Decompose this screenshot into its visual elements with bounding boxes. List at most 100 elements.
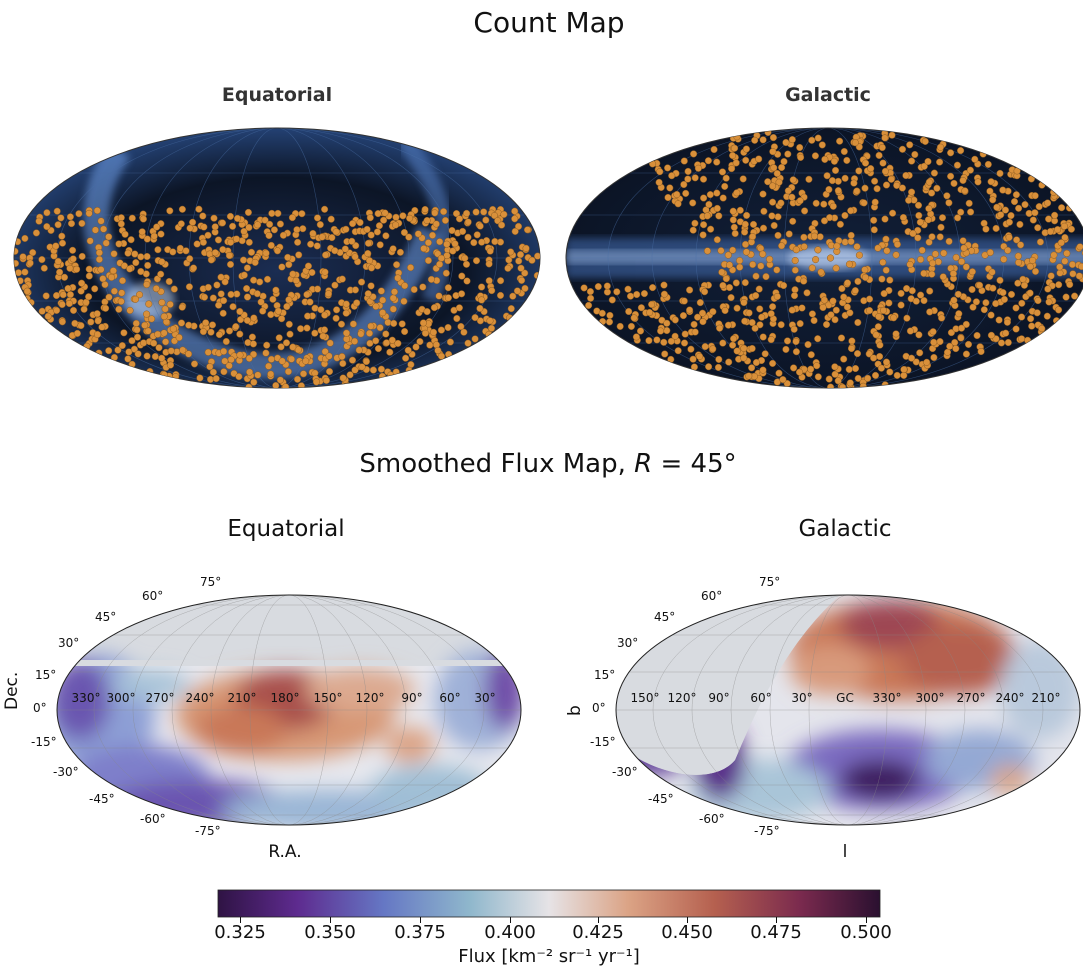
event-marker	[321, 311, 329, 319]
event-marker	[1068, 260, 1076, 269]
cbar-tick-mark	[687, 917, 688, 923]
event-marker	[91, 226, 99, 234]
event-marker	[416, 338, 424, 346]
event-marker	[971, 155, 979, 163]
event-marker	[599, 317, 607, 326]
gal-ytick: -75°	[754, 824, 780, 838]
event-marker	[85, 293, 93, 301]
event-marker	[605, 318, 614, 326]
event-marker	[110, 287, 118, 295]
event-marker	[243, 284, 251, 293]
event-marker	[995, 316, 1003, 324]
event-marker	[273, 247, 282, 255]
event-marker	[233, 214, 242, 222]
event-marker	[1010, 198, 1019, 206]
event-marker	[603, 288, 611, 296]
event-marker	[342, 300, 350, 308]
event-marker	[402, 354, 410, 362]
event-marker	[444, 284, 452, 292]
event-marker	[722, 174, 730, 182]
event-marker	[250, 276, 258, 284]
event-marker	[854, 318, 862, 327]
cbar-tick-mark	[330, 917, 331, 923]
event-marker	[1027, 315, 1035, 323]
event-marker	[193, 240, 201, 248]
cbar-tick-mark	[240, 917, 241, 923]
event-marker	[476, 222, 484, 230]
event-marker	[202, 319, 210, 327]
event-marker	[299, 225, 307, 233]
event-marker	[73, 265, 81, 273]
event-marker	[929, 328, 937, 336]
event-marker	[342, 329, 351, 337]
event-marker	[14, 247, 19, 255]
event-marker	[1028, 322, 1036, 330]
event-marker	[138, 228, 146, 236]
event-marker	[698, 309, 707, 317]
event-marker	[805, 175, 813, 183]
event-marker	[879, 258, 887, 266]
event-marker	[915, 211, 923, 220]
event-marker	[373, 228, 381, 236]
event-marker	[364, 239, 372, 247]
event-marker	[460, 328, 468, 336]
event-marker	[718, 268, 726, 276]
event-marker	[378, 372, 386, 380]
event-marker	[1014, 279, 1022, 287]
cbar-tick-label: 0.475	[750, 922, 802, 943]
event-marker	[961, 187, 969, 195]
event-marker	[472, 257, 481, 265]
event-marker	[1000, 255, 1008, 263]
event-marker	[908, 157, 916, 165]
event-marker	[656, 168, 664, 176]
event-marker	[853, 187, 861, 195]
event-marker	[914, 234, 922, 242]
event-marker	[66, 291, 74, 299]
event-marker	[606, 311, 614, 319]
cbar-tick-label: 0.375	[394, 922, 446, 943]
event-marker	[1034, 297, 1042, 305]
event-marker	[739, 175, 747, 183]
event-marker	[272, 381, 280, 388]
event-marker	[987, 311, 995, 319]
event-marker	[421, 329, 429, 337]
eq-xtick: 150°	[313, 691, 343, 705]
event-marker	[278, 315, 286, 323]
event-marker	[836, 137, 844, 145]
event-marker	[719, 339, 727, 347]
cbar-tick-mark	[510, 917, 511, 923]
event-marker	[603, 282, 611, 290]
event-marker	[987, 178, 995, 186]
event-marker	[759, 136, 767, 144]
event-marker	[759, 224, 768, 232]
event-marker	[295, 251, 303, 259]
event-marker	[795, 368, 804, 376]
event-marker	[632, 333, 640, 341]
event-marker	[594, 283, 602, 291]
event-marker	[94, 317, 102, 325]
event-marker	[459, 227, 467, 235]
event-marker	[899, 213, 907, 222]
event-marker	[256, 278, 264, 286]
event-marker	[680, 180, 688, 189]
event-marker	[506, 314, 514, 322]
event-marker	[117, 297, 125, 305]
event-marker	[957, 147, 965, 155]
event-marker	[356, 218, 364, 227]
event-marker	[509, 292, 517, 300]
event-marker	[810, 316, 818, 325]
event-marker	[709, 345, 717, 353]
event-marker	[755, 155, 763, 163]
event-marker	[962, 263, 970, 271]
event-marker	[1035, 203, 1043, 211]
event-marker	[860, 199, 868, 207]
gal-xtick: 330°	[872, 691, 902, 705]
event-marker	[741, 240, 750, 248]
event-marker	[275, 334, 283, 342]
event-marker	[374, 345, 382, 353]
event-marker	[98, 323, 106, 331]
event-marker	[270, 226, 278, 234]
event-marker	[1052, 317, 1061, 325]
event-marker	[311, 329, 319, 337]
event-marker	[358, 363, 366, 371]
